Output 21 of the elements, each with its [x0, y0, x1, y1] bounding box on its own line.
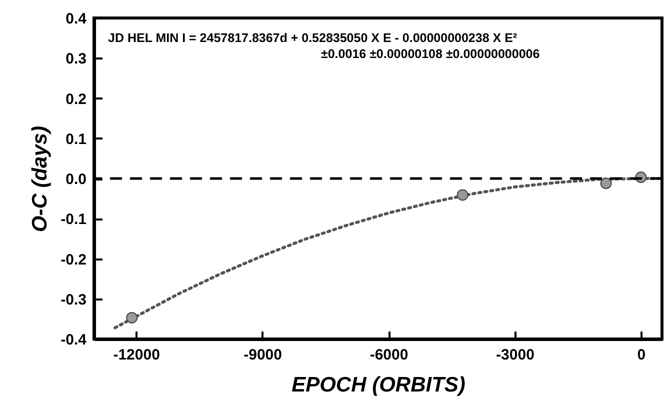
y-axis-title: O-C (days) [28, 126, 52, 232]
point [600, 178, 612, 190]
x-tick-label: -6000 [370, 346, 408, 364]
y-tick-label: 0.4 [66, 10, 88, 28]
x-tick-label: -3000 [496, 346, 534, 364]
y-tick-label: -0.4 [60, 332, 88, 348]
x-tick-label: -12000 [113, 346, 160, 364]
y-tick-label: 0.3 [66, 50, 86, 68]
annotation: JD HEL MIN I = 2457817.8367d + 0.52835050 X E - 0.00000000238 X E² [108, 31, 518, 45]
x-tick-label: -9000 [244, 346, 282, 364]
point [456, 189, 468, 201]
y-tick-label: 0.1 [66, 130, 86, 148]
y-tick-label: -0.2 [60, 251, 86, 268]
x-axis-title: EPOCH (ORBITS) [292, 374, 466, 396]
x-tick-label: 0 [637, 346, 646, 364]
y-tick-label: -0.1 [60, 211, 86, 228]
y-tick-label: 0.0 [66, 171, 86, 188]
point [126, 312, 138, 324]
y-tick-label: 0.2 [66, 90, 86, 108]
annotation: ±0.0016 ±0.00000108 ±0.00000000006 [321, 47, 540, 61]
y-tick-label: -0.3 [60, 291, 86, 308]
